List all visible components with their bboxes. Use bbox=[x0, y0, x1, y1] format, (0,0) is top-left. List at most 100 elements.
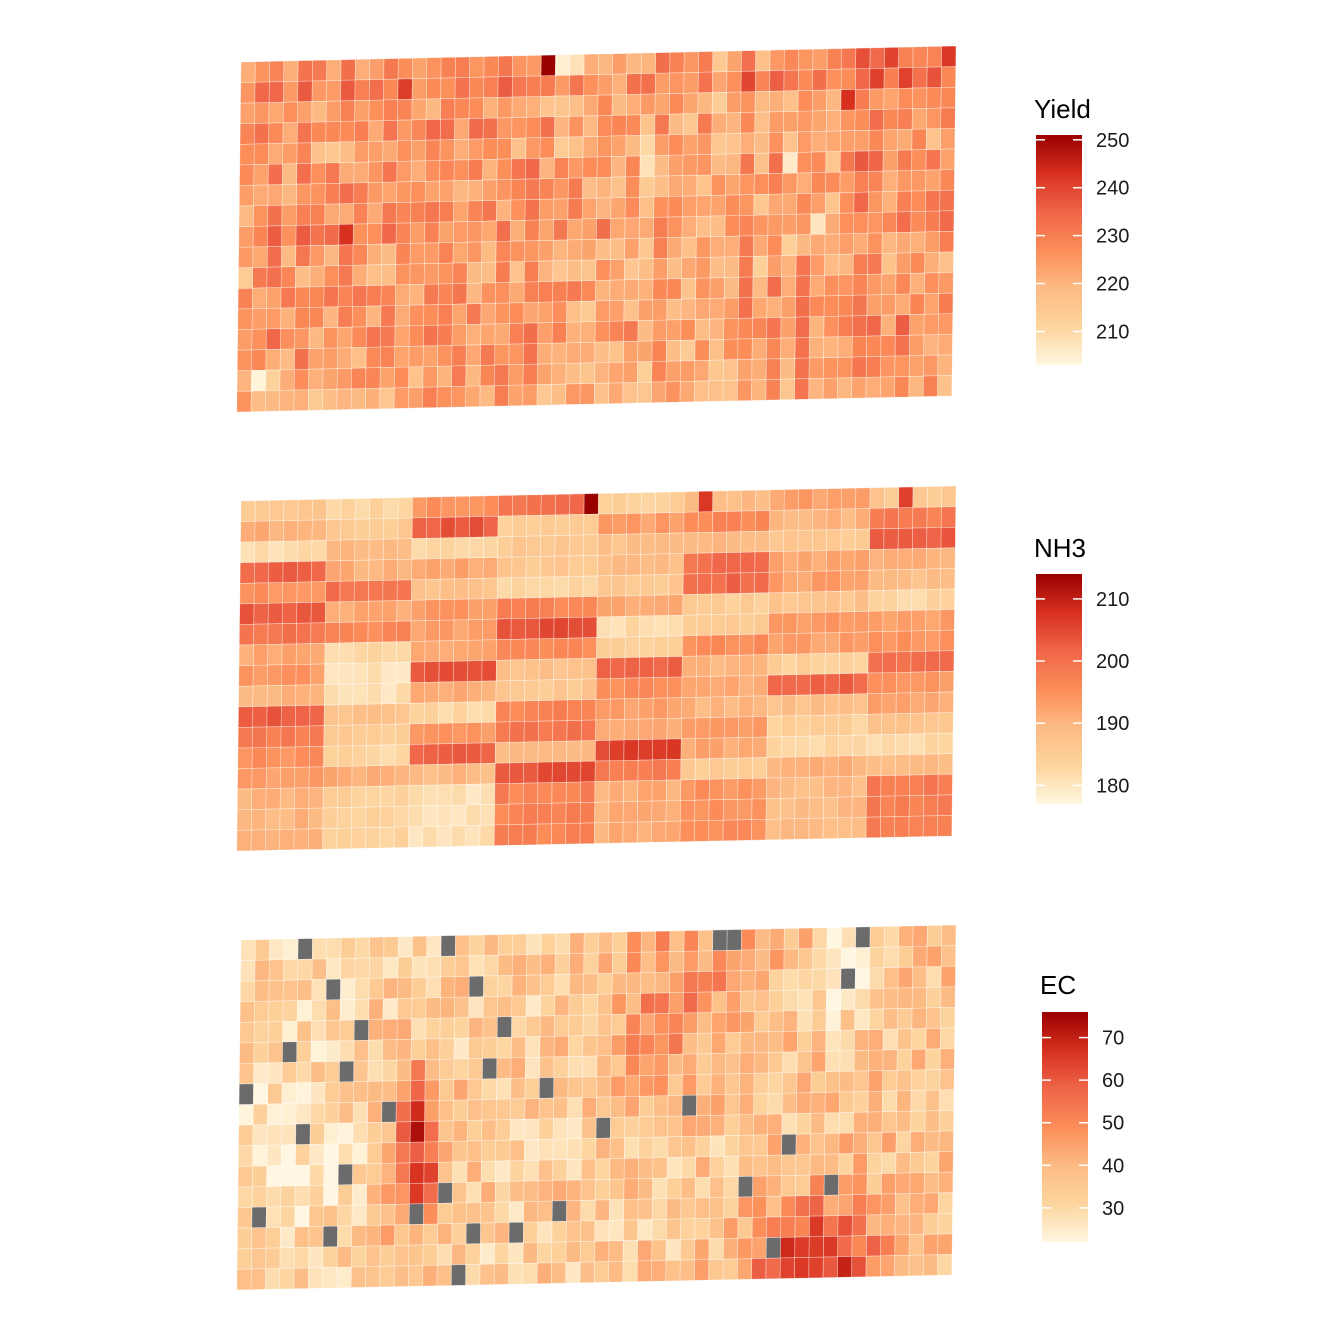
heatmap-cell bbox=[466, 282, 482, 305]
heatmap-cell bbox=[422, 1223, 439, 1246]
heatmap-cell bbox=[510, 219, 526, 242]
heatmap-cell bbox=[397, 57, 413, 80]
heatmap-cell bbox=[781, 653, 798, 676]
heatmap-cell bbox=[425, 160, 441, 182]
heatmap-cell bbox=[283, 959, 299, 981]
heatmap-cell bbox=[851, 816, 867, 839]
heatmap-cell bbox=[881, 211, 898, 234]
heatmap-cell bbox=[882, 191, 898, 213]
heatmap-cell bbox=[937, 1212, 953, 1235]
heatmap-cell bbox=[838, 1132, 854, 1155]
heatmap-cell bbox=[397, 936, 413, 958]
heatmap-cell bbox=[453, 598, 469, 621]
heatmap-cell bbox=[236, 1268, 252, 1291]
heatmap-cell bbox=[895, 1152, 911, 1174]
heatmap-cell bbox=[781, 1113, 797, 1135]
heatmap-cell bbox=[340, 518, 356, 541]
heatmap-cell bbox=[738, 235, 754, 258]
heatmap-cell bbox=[937, 375, 953, 397]
heatmap-cell bbox=[411, 976, 427, 999]
heatmap-cell bbox=[254, 102, 270, 124]
heatmap-cell bbox=[483, 954, 499, 977]
heatmap-cell bbox=[622, 361, 638, 384]
heatmap-cell bbox=[253, 1041, 269, 1064]
heatmap-cell bbox=[494, 742, 511, 764]
heatmap-cell bbox=[882, 1049, 898, 1071]
heatmap-cell bbox=[540, 974, 556, 996]
heatmap-cell bbox=[769, 509, 785, 532]
heatmap-cell bbox=[524, 1077, 540, 1100]
heatmap-cell bbox=[567, 1076, 583, 1099]
heatmap-cell bbox=[368, 140, 384, 163]
heatmap-cell bbox=[797, 509, 814, 531]
heatmap-cell bbox=[681, 216, 697, 238]
heatmap-cell bbox=[924, 1089, 941, 1112]
heatmap-cell bbox=[352, 223, 369, 246]
heatmap-cell bbox=[923, 1213, 939, 1235]
heatmap-cell bbox=[698, 490, 714, 513]
heatmap-cell bbox=[796, 1092, 812, 1114]
heatmap-cell bbox=[481, 1098, 497, 1121]
heatmap-cell bbox=[926, 986, 942, 1009]
heatmap-cell bbox=[510, 638, 526, 661]
heatmap-cell bbox=[481, 200, 498, 222]
heatmap-cell bbox=[754, 90, 770, 113]
heatmap-cell bbox=[495, 680, 511, 702]
heatmap-cell bbox=[437, 1202, 453, 1225]
heatmap-cell bbox=[640, 93, 656, 116]
heatmap-cell bbox=[525, 96, 542, 118]
heatmap-cell bbox=[811, 130, 827, 153]
heatmap-cell bbox=[453, 159, 469, 182]
heatmap-cell bbox=[811, 570, 827, 593]
heatmap-cell bbox=[366, 1142, 382, 1165]
heatmap-cell bbox=[638, 237, 654, 260]
heatmap-cell bbox=[524, 178, 541, 201]
heatmap-cell bbox=[710, 236, 726, 258]
heatmap-cell bbox=[466, 680, 483, 703]
heatmap-cell bbox=[553, 198, 569, 221]
heatmap-cell bbox=[352, 1142, 368, 1165]
heatmap-cell bbox=[425, 139, 441, 162]
heatmap-cell bbox=[594, 1199, 610, 1222]
heatmap-cell bbox=[396, 1059, 412, 1082]
heatmap-cell bbox=[338, 642, 355, 664]
heatmap-cell bbox=[267, 664, 283, 687]
heatmap-cell bbox=[652, 1177, 668, 1200]
heatmap-cell bbox=[680, 1177, 696, 1199]
heatmap-cell bbox=[354, 497, 371, 520]
heatmap-cell bbox=[695, 717, 711, 739]
heatmap-cell bbox=[365, 1224, 381, 1247]
heatmap-cell bbox=[509, 679, 526, 702]
heatmap-cell bbox=[410, 1079, 426, 1102]
heatmap-cell bbox=[438, 1141, 454, 1163]
heatmap-cell bbox=[479, 804, 496, 826]
heatmap-cell bbox=[697, 970, 713, 993]
heatmap-cell bbox=[897, 507, 914, 529]
heatmap-cell bbox=[380, 264, 397, 286]
heatmap-cell bbox=[738, 1134, 754, 1157]
heatmap-cell bbox=[624, 196, 640, 219]
heatmap-cell bbox=[280, 1144, 297, 1166]
heatmap-cell bbox=[394, 1203, 410, 1226]
heatmap-cell bbox=[682, 573, 698, 595]
heatmap-cell bbox=[409, 283, 425, 306]
heatmap-cell bbox=[523, 281, 539, 304]
heatmap-cell bbox=[622, 1260, 638, 1283]
heatmap-cell bbox=[466, 241, 483, 264]
heatmap-cell bbox=[552, 740, 568, 763]
heatmap-cell bbox=[583, 952, 599, 975]
heatmap-cell bbox=[381, 1121, 397, 1144]
heatmap-cell bbox=[767, 633, 783, 655]
heatmap-cell bbox=[252, 664, 268, 687]
heatmap-cell bbox=[511, 117, 527, 139]
heatmap-cell bbox=[551, 1241, 567, 1264]
heatmap-cell bbox=[626, 93, 642, 116]
heatmap-cell bbox=[752, 1175, 768, 1198]
heatmap-cell bbox=[309, 286, 325, 308]
heatmap-cell bbox=[555, 493, 571, 516]
heatmap-cell bbox=[252, 1124, 268, 1146]
heatmap-cell bbox=[639, 1033, 655, 1056]
heatmap-cell bbox=[554, 1015, 570, 1037]
heatmap-cell bbox=[539, 596, 555, 619]
